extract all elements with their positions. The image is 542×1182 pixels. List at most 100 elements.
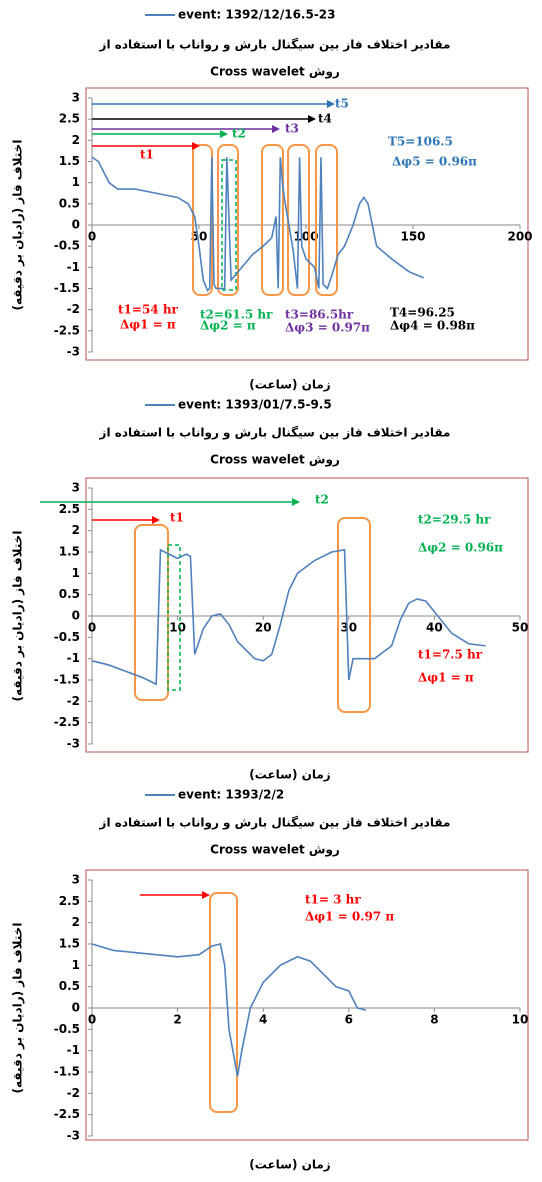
y-tick-label: 2 bbox=[72, 523, 80, 537]
y-tick-label: 3 bbox=[72, 481, 80, 495]
chart-subtitle: روش Cross wavelet bbox=[210, 65, 340, 80]
highlight-box bbox=[261, 144, 284, 296]
x-tick-label: 0 bbox=[88, 1013, 96, 1027]
annotation: Δφ2 = 0.96π bbox=[418, 541, 503, 555]
annotation: t3 bbox=[285, 122, 299, 136]
highlight-box bbox=[337, 517, 371, 713]
legend-label: event: 1392/12/16.5-23 bbox=[178, 8, 336, 22]
annotation: t1= 3 hr bbox=[305, 893, 361, 907]
annotation: t3=86.5hr bbox=[285, 308, 354, 322]
y-tick-label: 1 bbox=[72, 175, 80, 189]
data-line bbox=[91, 548, 486, 686]
x-tick-label: 50 bbox=[191, 230, 208, 244]
highlight-box bbox=[209, 892, 238, 1113]
annotation: Δφ5 = 0.96π bbox=[392, 155, 477, 169]
x-tick-label: 20 bbox=[255, 621, 272, 635]
x-tick-label: 50 bbox=[512, 621, 529, 635]
y-tick-label: -1.5 bbox=[54, 673, 80, 687]
y-axis-label: اختلاف فاز (رادیان بر دقیقه) bbox=[11, 923, 25, 1094]
dashed-box bbox=[221, 159, 237, 291]
arrow-head bbox=[152, 516, 160, 524]
annotation: Δφ2 = π bbox=[200, 319, 256, 333]
annotation: Δφ3 = 0.97π bbox=[285, 321, 370, 335]
x-tick-label: 30 bbox=[340, 621, 357, 635]
y-tick-label: 0.5 bbox=[59, 979, 80, 993]
x-tick-label: 6 bbox=[345, 1013, 353, 1027]
highlight-box bbox=[192, 144, 213, 296]
y-tick-label: -3 bbox=[67, 345, 80, 359]
plot-frame bbox=[85, 869, 529, 1141]
x-axis-label: زمان (ساعت) bbox=[249, 378, 331, 392]
y-axis-label: اختلاف فاز (رادیان بر دقیقه) bbox=[11, 531, 25, 702]
y-tick-label: 2.5 bbox=[59, 112, 80, 126]
y-tick-label: 1.5 bbox=[59, 937, 80, 951]
x-tick-label: 0 bbox=[88, 621, 96, 635]
legend-label: event: 1393/01/7.5-9.5 bbox=[178, 398, 332, 412]
y-axis-label: اختلاف فاز (رادیان بر دقیقه) bbox=[11, 140, 25, 311]
annotation: t1 bbox=[170, 511, 184, 525]
annotation: Δφ4 = 0.98π bbox=[390, 319, 475, 333]
chart-title: مقادیر اختلاف فاز بین سیگنال بارش و روان… bbox=[99, 426, 451, 441]
x-tick-label: 0 bbox=[88, 230, 96, 244]
y-tick-label: 0.5 bbox=[59, 587, 80, 601]
x-tick-label: 200 bbox=[507, 230, 532, 244]
y-tick-label: 1 bbox=[72, 958, 80, 972]
y-tick-label: 1.5 bbox=[59, 154, 80, 168]
y-tick-label: -2.5 bbox=[54, 715, 80, 729]
y-tick-label: -2.5 bbox=[54, 323, 80, 337]
y-tick-label: -1 bbox=[67, 651, 80, 665]
chart-title: مقادیر اختلاف فاز بین سیگنال بارش و روان… bbox=[99, 816, 451, 831]
annotation: t1=7.5 hr bbox=[418, 648, 483, 662]
y-tick-label: -3 bbox=[67, 1129, 80, 1143]
y-tick-label: 2.5 bbox=[59, 502, 80, 516]
y-tick-label: 2.5 bbox=[59, 894, 80, 908]
annotation: t2=61.5 hr bbox=[200, 308, 273, 322]
arrow-head bbox=[327, 100, 335, 108]
data-line bbox=[91, 156, 425, 293]
annotation: t2 bbox=[315, 493, 329, 507]
arrow-head bbox=[202, 891, 210, 899]
annotation: t2 bbox=[232, 127, 246, 141]
y-tick-label: -0.5 bbox=[54, 630, 80, 644]
y-tick-label: -0.5 bbox=[54, 1022, 80, 1036]
x-tick-label: 100 bbox=[293, 230, 318, 244]
annotation: T4=96.25 bbox=[390, 306, 455, 320]
y-tick-label: -2 bbox=[67, 302, 80, 316]
annotation: Δφ1 = π bbox=[418, 671, 474, 685]
y-tick-label: 3 bbox=[72, 873, 80, 887]
arrow-head bbox=[272, 125, 280, 133]
arrow-head bbox=[220, 130, 228, 138]
x-tick-label: 40 bbox=[426, 621, 443, 635]
y-tick-label: 1.5 bbox=[59, 545, 80, 559]
y-tick-label: 0.5 bbox=[59, 196, 80, 210]
highlight-box bbox=[217, 144, 239, 296]
y-tick-label: -0.5 bbox=[54, 239, 80, 253]
annotation: Δφ1 = 0.97 π bbox=[305, 910, 394, 924]
y-tick-label: 0 bbox=[72, 1001, 80, 1015]
y-tick-label: -1.5 bbox=[54, 1065, 80, 1079]
arrow-head bbox=[192, 142, 200, 150]
chart-subtitle: روش Cross wavelet bbox=[210, 453, 340, 468]
x-axis-label: زمان (ساعت) bbox=[249, 1158, 331, 1172]
y-tick-label: -2 bbox=[67, 694, 80, 708]
annotation: t5 bbox=[335, 97, 349, 111]
x-tick-label: 4 bbox=[259, 1013, 267, 1027]
x-tick-label: 10 bbox=[512, 1013, 529, 1027]
legend-label: event: 1393/2/2 bbox=[178, 788, 284, 802]
y-tick-label: -1.5 bbox=[54, 281, 80, 295]
highlight-box bbox=[315, 144, 338, 296]
y-tick-label: -1 bbox=[67, 1043, 80, 1057]
y-tick-label: 0 bbox=[72, 218, 80, 232]
y-tick-label: 3 bbox=[72, 91, 80, 105]
y-tick-label: -3 bbox=[67, 737, 80, 751]
y-tick-label: 2 bbox=[72, 915, 80, 929]
chart-title: مقادیر اختلاف فاز بین سیگنال بارش و روان… bbox=[99, 38, 451, 53]
y-tick-label: 0 bbox=[72, 609, 80, 623]
annotation: Δφ1 = π bbox=[120, 318, 176, 332]
y-tick-label: -2 bbox=[67, 1086, 80, 1100]
plot-frame bbox=[85, 477, 529, 753]
arrow-head bbox=[308, 115, 316, 123]
annotation: t4 bbox=[318, 112, 332, 126]
data-line bbox=[91, 943, 367, 1077]
